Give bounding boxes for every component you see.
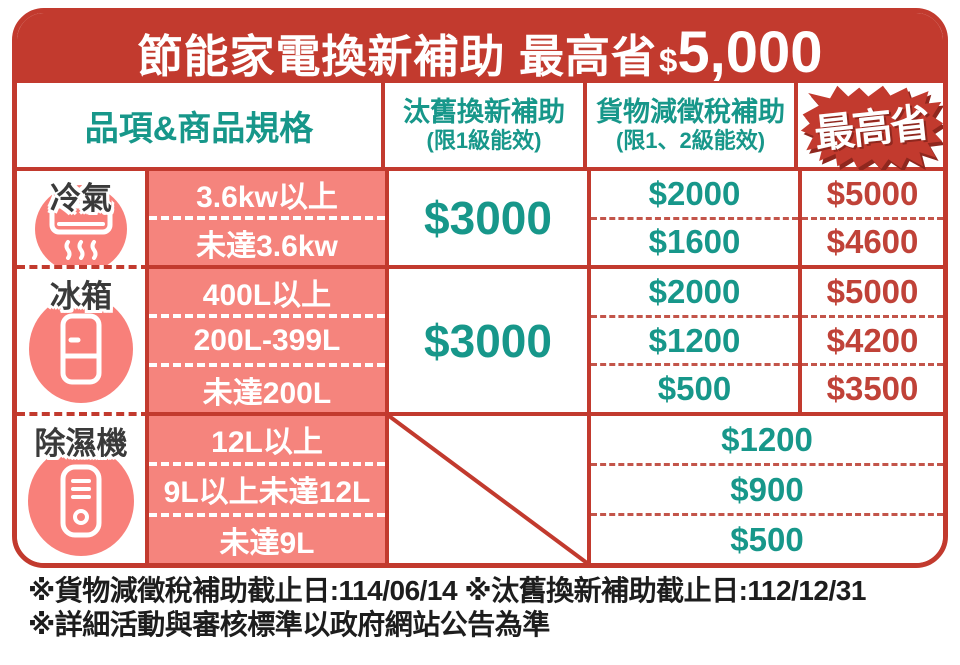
title-amount: 5,000 (677, 20, 823, 85)
max-saving-cell: $4200 (802, 314, 943, 364)
footnotes: ※貨物減徵稅補助截止日:114/06/14 ※汰舊換新補助截止日:112/12/… (28, 574, 938, 642)
max-saving-cell: $5000 (826, 272, 919, 310)
spec-cell: 未達3.6kw (149, 216, 385, 265)
title-currency: $ (659, 42, 678, 79)
max-saving-badge: 最高省 (798, 83, 943, 170)
combined-subsidy-cell: $1200 (721, 420, 813, 458)
tax-subsidy-cell: $1600 (591, 216, 798, 266)
category-circle (35, 185, 127, 265)
category-circle (29, 295, 133, 403)
spec-cell: 12L以上 (211, 426, 323, 460)
trade-in-header-sub: (限1級能效) (426, 128, 542, 153)
dehumidifier-icon (60, 464, 102, 538)
category-label: 冰箱 (50, 279, 112, 314)
table-body: 冷氣 3.6kw以上 未達3.6kw $3000 $2000 $1600 $50… (17, 171, 943, 563)
category-cell-refrigerator: 冰箱 (17, 265, 149, 412)
spec-cell: 3.6kw以上 (196, 180, 338, 214)
category-label: 冷氣 (50, 181, 112, 216)
tax-header-sub: (限1、2級能效) (615, 128, 766, 153)
trade-in-header-title: 汰舊換新補助 (403, 97, 565, 127)
max-saving-column: $5000 $4600 (802, 171, 943, 265)
spec-cell: 9L以上未達12L (149, 462, 385, 512)
trade-in-subsidy-cell: $3000 (389, 171, 591, 265)
max-saving-cell: $4600 (802, 216, 943, 266)
footnote-disclaimer: ※詳細活動與審核標準以政府網站公告為準 (28, 609, 550, 640)
tax-subsidy-cell: $2000 (648, 272, 741, 310)
section-dehumidifier: 除濕機 12L以上 9L以上未達12L 未達9L $1200 $900 $500 (17, 412, 943, 563)
subsidy-table-card: 節能家電換新補助 最高省 $5,000 品項&商品規格 汰舊換新補助 (限1級能效… (12, 8, 948, 568)
category-cell-dehumidifier: 除濕機 (17, 412, 149, 563)
combined-subsidy-column: $1200 $900 $500 (591, 412, 943, 563)
spec-column-refrigerator: 400L以上 200L-399L 未達200L (149, 265, 389, 412)
tax-subsidy-cell: $1200 (591, 314, 798, 364)
footnote-deadlines: ※貨物減徵稅補助截止日:114/06/14 ※汰舊換新補助截止日:112/12/… (28, 575, 866, 606)
section-refrigerator: 冰箱 400L以上 200L-399L 未達200L $3000 $2000 $… (17, 265, 943, 412)
tax-header-title: 貨物減徵稅補助 (596, 97, 785, 127)
starburst-icon (800, 85, 943, 170)
category-cell-air-conditioner: 冷氣 (17, 171, 149, 265)
spec-column-dehumidifier: 12L以上 9L以上未達12L 未達9L (149, 412, 389, 563)
table-header-row: 品項&商品規格 汰舊換新補助 (限1級能效) 貨物減徵稅補助 (限1、2級能效)… (17, 83, 943, 171)
column-header-tax: 貨物減徵稅補助 (限1、2級能效) (587, 83, 798, 167)
trade-in-not-applicable-cell (389, 412, 591, 563)
column-header-max-saving: 最高省 (798, 83, 943, 170)
max-saving-badge-label: 最高省 (811, 101, 930, 157)
max-saving-cell: $5000 (826, 174, 919, 212)
diagonal-slash-icon (389, 416, 587, 563)
spec-column-air-conditioner: 3.6kw以上 未達3.6kw (149, 171, 389, 265)
spec-cell: 未達200L (149, 363, 385, 412)
title-bar: 節能家電換新補助 最高省 $5,000 (17, 13, 943, 85)
category-circle (28, 446, 134, 556)
column-header-trade-in: 汰舊換新補助 (限1級能效) (385, 83, 587, 167)
spec-cell: 未達9L (149, 512, 385, 563)
spec-cell: 400L以上 (202, 278, 332, 312)
spec-cell: 200L-399L (149, 314, 385, 363)
combined-subsidy-cell: $900 (591, 463, 943, 513)
tax-subsidy-cell: $500 (591, 363, 798, 412)
tax-subsidy-cell: $2000 (648, 174, 741, 212)
trade-in-subsidy-cell: $3000 (389, 265, 591, 412)
air-conditioner-icon (49, 203, 113, 260)
column-header-item-spec-label: 品項&商品規格 (84, 109, 314, 148)
column-header-item-spec: 品項&商品規格 (17, 83, 385, 167)
tax-subsidy-column: $2000 $1600 (591, 171, 802, 265)
page-title: 節能家電換新補助 最高省 (137, 31, 657, 82)
max-saving-column: $5000 $4200 $3500 (802, 265, 943, 412)
max-saving-cell: $3500 (802, 363, 943, 412)
category-label: 除濕機 (34, 426, 128, 461)
combined-subsidy-cell: $500 (591, 513, 943, 563)
section-air-conditioner: 冷氣 3.6kw以上 未達3.6kw $3000 $2000 $1600 $50… (17, 171, 943, 265)
refrigerator-icon (60, 313, 102, 385)
tax-subsidy-column: $2000 $1200 $500 (591, 265, 802, 412)
